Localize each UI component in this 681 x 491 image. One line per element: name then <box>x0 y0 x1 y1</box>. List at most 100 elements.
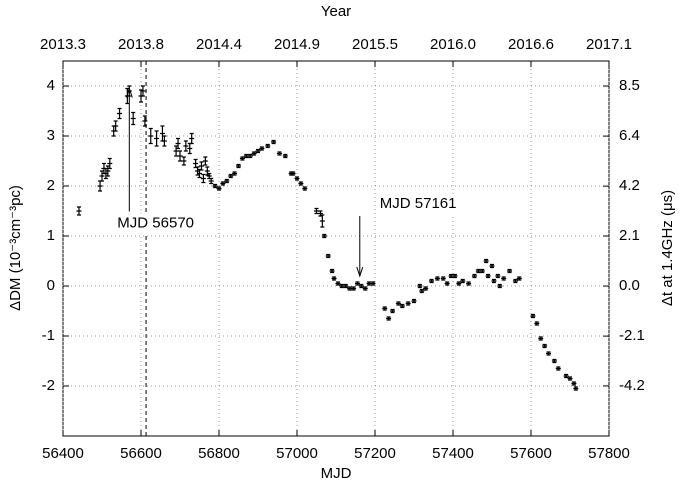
data-point <box>491 278 497 284</box>
y2-tick-label: 6.4 <box>619 127 640 144</box>
data-point <box>232 171 238 176</box>
data-point <box>495 273 501 279</box>
data-point <box>298 181 304 186</box>
y-tick-label: -1 <box>42 327 55 344</box>
y-tick-label: 2 <box>47 177 55 194</box>
data-point <box>507 268 513 274</box>
data-point <box>485 273 491 279</box>
data-point <box>173 145 179 157</box>
data-point <box>294 176 300 181</box>
data-point <box>497 283 503 289</box>
x2-tick-label: 2013.3 <box>40 36 86 53</box>
data-point <box>314 207 319 215</box>
data-point <box>317 210 323 217</box>
data-point <box>444 281 450 286</box>
data-point <box>555 366 561 371</box>
x2-tick-label: 2015.5 <box>352 36 398 53</box>
data-point <box>177 150 183 162</box>
x-tick-label: 57200 <box>354 445 396 462</box>
data-point <box>405 301 411 306</box>
data-point <box>366 281 372 286</box>
data-point <box>140 85 146 97</box>
data-point <box>386 316 392 321</box>
y2-tick-label: 8.5 <box>619 77 640 94</box>
data-point <box>321 233 327 239</box>
data-point <box>276 151 282 156</box>
data-point <box>358 283 364 289</box>
data-point <box>319 214 325 228</box>
data-point <box>475 268 481 274</box>
data-point <box>113 120 119 132</box>
y-tick-label: 0 <box>47 277 55 294</box>
data-point <box>534 321 540 326</box>
y2-tick-label: -2.1 <box>619 327 645 344</box>
data-point <box>551 358 557 364</box>
data-point <box>354 281 360 286</box>
data-point <box>370 281 376 286</box>
data-point <box>247 153 253 159</box>
data-point <box>99 170 105 182</box>
plot-frame <box>62 60 610 437</box>
data-point <box>452 273 458 279</box>
data-point <box>479 268 485 274</box>
x-axis-label: MJD <box>321 465 352 482</box>
data-point <box>489 263 495 269</box>
y2-tick-label: 2.1 <box>619 227 640 244</box>
x2-tick-label: 2014.4 <box>196 36 242 53</box>
data-point <box>97 180 103 192</box>
data-point <box>567 376 573 381</box>
data-point <box>456 281 462 286</box>
data-point <box>204 166 210 176</box>
data-point <box>423 286 429 291</box>
data-point <box>212 183 218 189</box>
data-point <box>516 276 522 281</box>
y2-tick-label: -4.2 <box>619 377 645 394</box>
data-point <box>198 161 204 171</box>
x-tick-label: 57600 <box>510 445 552 462</box>
data-point <box>282 153 288 159</box>
data-point <box>382 306 388 311</box>
data-point <box>399 303 405 309</box>
y-tick-label: 3 <box>47 127 55 144</box>
x2-tick-label: 2016.0 <box>430 36 476 53</box>
data-point <box>265 143 271 149</box>
data-point <box>224 178 230 184</box>
data-point <box>563 373 569 379</box>
annotation-bg <box>375 194 480 214</box>
data-point <box>154 130 160 147</box>
data-point <box>512 278 518 284</box>
x2-tick-label: 2013.8 <box>118 36 164 53</box>
data-point <box>243 153 249 159</box>
data-point <box>343 283 349 289</box>
data-point <box>189 132 195 145</box>
data-point <box>208 177 214 185</box>
data-point <box>347 286 353 291</box>
data-point <box>429 278 435 284</box>
data-point <box>419 288 425 294</box>
data-point <box>466 281 472 286</box>
data-point <box>448 273 454 279</box>
data-point <box>236 163 241 169</box>
data-point <box>130 111 136 126</box>
data-point <box>460 278 466 284</box>
data-point <box>351 286 357 291</box>
data-point <box>395 301 401 306</box>
data-point <box>193 158 199 169</box>
data-point <box>411 298 417 304</box>
data-point <box>501 276 507 281</box>
y-tick-label: 1 <box>47 227 55 244</box>
data-point <box>117 107 123 120</box>
data-point <box>183 140 189 152</box>
data-point <box>159 125 165 142</box>
data-point <box>434 276 440 281</box>
x2-axis-label: Year <box>321 3 351 20</box>
data-point <box>390 308 396 314</box>
x2-tick-label: 2016.6 <box>508 36 554 53</box>
annotation-label: MJD 56570 <box>117 214 194 231</box>
y-tick-label: -2 <box>42 377 55 394</box>
data-point <box>335 281 341 286</box>
x-tick-label: 57000 <box>276 445 318 462</box>
data-point <box>228 173 234 179</box>
data-point <box>538 336 544 341</box>
data-point <box>571 381 577 386</box>
